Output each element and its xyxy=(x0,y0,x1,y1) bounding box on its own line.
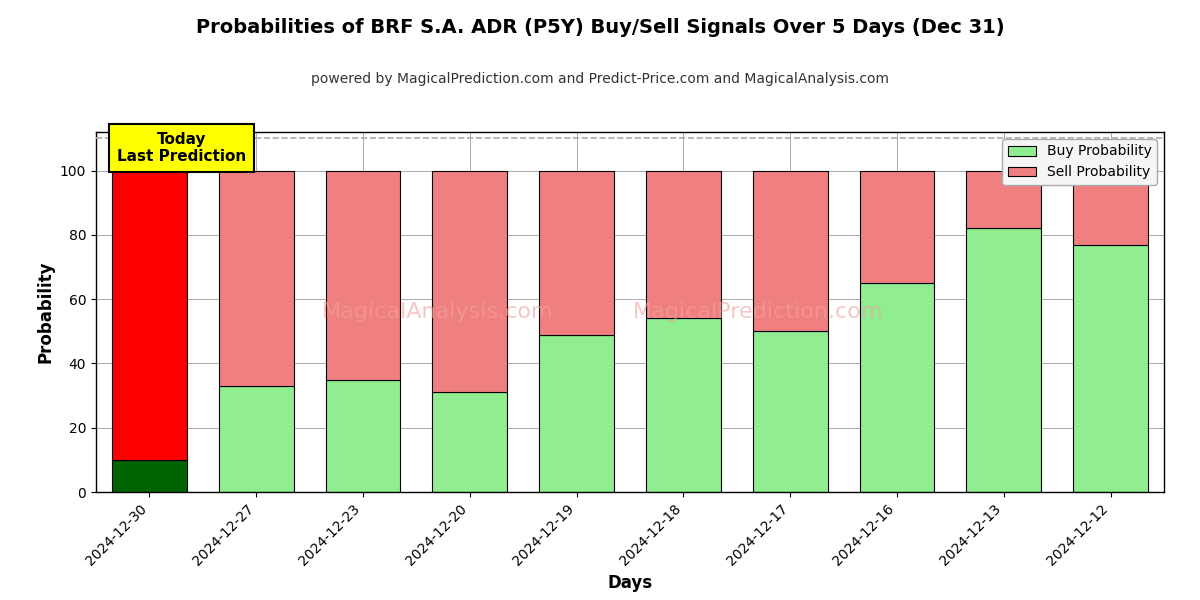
Bar xyxy=(646,319,721,492)
Bar xyxy=(218,386,294,492)
Bar xyxy=(432,170,508,392)
Bar xyxy=(539,170,614,335)
Bar xyxy=(1073,170,1148,245)
Legend: Buy Probability, Sell Probability: Buy Probability, Sell Probability xyxy=(1002,139,1157,185)
Bar xyxy=(646,170,721,319)
Bar xyxy=(752,331,828,492)
Bar xyxy=(859,170,935,283)
Bar xyxy=(325,170,401,380)
Text: powered by MagicalPrediction.com and Predict-Price.com and MagicalAnalysis.com: powered by MagicalPrediction.com and Pre… xyxy=(311,72,889,86)
Y-axis label: Probability: Probability xyxy=(36,261,54,363)
Text: MagicalAnalysis.com: MagicalAnalysis.com xyxy=(322,302,553,322)
Text: Probabilities of BRF S.A. ADR (P5Y) Buy/Sell Signals Over 5 Days (Dec 31): Probabilities of BRF S.A. ADR (P5Y) Buy/… xyxy=(196,18,1004,37)
Bar xyxy=(1073,245,1148,492)
Bar xyxy=(966,170,1042,229)
Bar xyxy=(966,229,1042,492)
Bar xyxy=(752,170,828,331)
X-axis label: Days: Days xyxy=(607,574,653,592)
Bar xyxy=(325,380,401,492)
Bar xyxy=(859,283,935,492)
Bar xyxy=(112,170,187,460)
Bar xyxy=(218,170,294,386)
Text: Today
Last Prediction: Today Last Prediction xyxy=(116,132,246,164)
Bar xyxy=(539,335,614,492)
Bar xyxy=(432,392,508,492)
Bar xyxy=(112,460,187,492)
Text: MagicalPrediction.com: MagicalPrediction.com xyxy=(632,302,883,322)
